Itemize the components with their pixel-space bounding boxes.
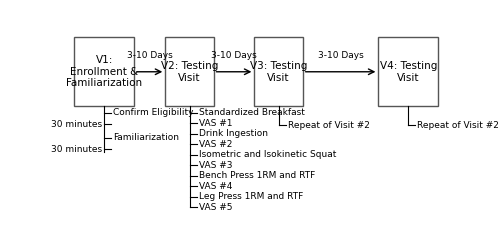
- Text: 3-10 Days: 3-10 Days: [212, 51, 257, 60]
- Text: 30 minutes: 30 minutes: [52, 120, 102, 129]
- Text: VAS #3: VAS #3: [198, 161, 232, 170]
- Text: VAS #4: VAS #4: [198, 182, 232, 191]
- FancyBboxPatch shape: [254, 37, 303, 106]
- Text: V2: Testing
Visit: V2: Testing Visit: [160, 61, 218, 83]
- FancyBboxPatch shape: [378, 37, 438, 106]
- Text: V3: Testing
Visit: V3: Testing Visit: [250, 61, 307, 83]
- Text: VAS #2: VAS #2: [198, 140, 232, 149]
- Text: Standardized Breakfast: Standardized Breakfast: [198, 108, 304, 117]
- Text: 30 minutes: 30 minutes: [52, 145, 102, 154]
- FancyBboxPatch shape: [165, 37, 214, 106]
- Text: Drink Ingestion: Drink Ingestion: [198, 129, 268, 138]
- Text: Familiarization: Familiarization: [114, 133, 180, 142]
- Text: Leg Press 1RM and RTF: Leg Press 1RM and RTF: [198, 192, 303, 201]
- Text: Confirm Eligibility: Confirm Eligibility: [114, 108, 194, 117]
- Text: 3-10 Days: 3-10 Days: [318, 51, 364, 60]
- Text: VAS #5: VAS #5: [198, 203, 232, 212]
- Text: Repeat of Visit #2: Repeat of Visit #2: [288, 121, 370, 130]
- FancyBboxPatch shape: [74, 37, 134, 106]
- Text: Isometric and Isokinetic Squat: Isometric and Isokinetic Squat: [198, 150, 336, 159]
- Text: Bench Press 1RM and RTF: Bench Press 1RM and RTF: [198, 171, 315, 180]
- Text: VAS #1: VAS #1: [198, 119, 232, 128]
- Text: V4: Testing
Visit: V4: Testing Visit: [380, 61, 437, 83]
- Text: V1:
Enrollment &
Familiarization: V1: Enrollment & Familiarization: [66, 55, 142, 88]
- Text: Repeat of Visit #2: Repeat of Visit #2: [417, 121, 499, 130]
- Text: 3-10 Days: 3-10 Days: [127, 51, 172, 60]
